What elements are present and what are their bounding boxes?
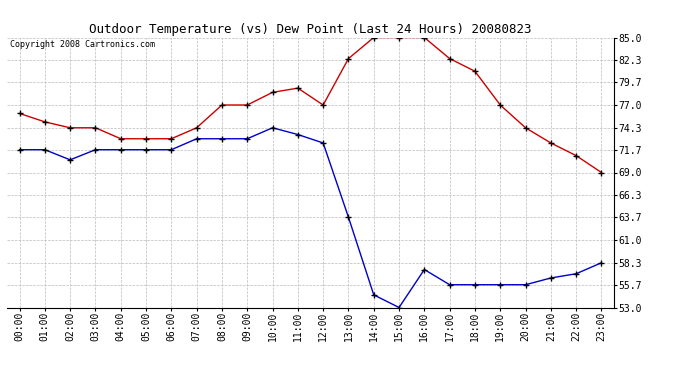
Title: Outdoor Temperature (vs) Dew Point (Last 24 Hours) 20080823: Outdoor Temperature (vs) Dew Point (Last… <box>89 23 532 36</box>
Text: Copyright 2008 Cartronics.com: Copyright 2008 Cartronics.com <box>10 40 155 49</box>
